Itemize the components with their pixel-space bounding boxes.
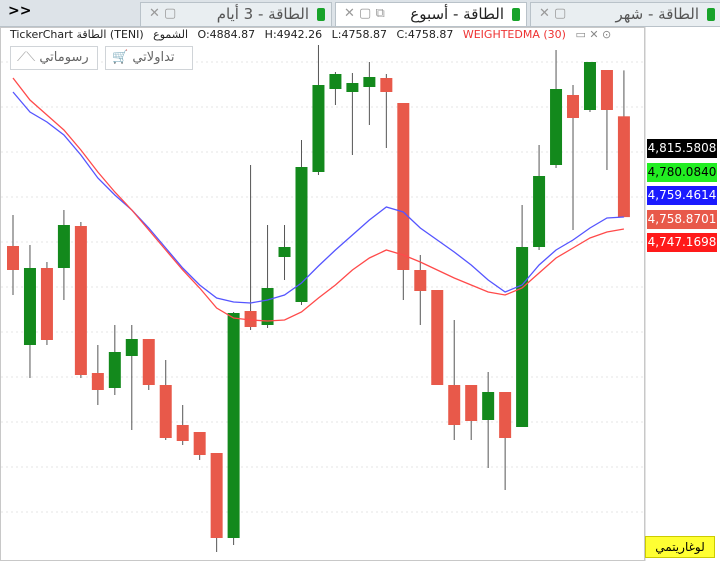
candle-body (617, 116, 630, 218)
candle-body (176, 425, 189, 441)
trades-button[interactable]: 🛒 تداولاتي (105, 46, 193, 70)
tab-icons[interactable]: ✕ ▢ (539, 6, 567, 21)
candle-body (108, 352, 121, 388)
tab[interactable]: الطاقة - أسبوع ✕ ▢ ⧉ (335, 2, 527, 26)
indicator: WEIGHTEDMA (30) (462, 28, 566, 41)
candle-body (448, 385, 461, 425)
candle-body (363, 77, 376, 87)
log-button[interactable]: لوغاريتمي (645, 536, 715, 558)
label: تداولاتي (132, 50, 175, 65)
price-label: 4,747.1698 (647, 233, 717, 252)
chart-style: الشموع (153, 28, 188, 41)
candle-body (193, 432, 206, 455)
close: C:4758.87 (396, 28, 454, 41)
drawings-button[interactable]: ⟋⟍ رسوماتي (10, 46, 98, 70)
tab-label: الطاقة - شهر (615, 5, 699, 23)
candle-body (312, 85, 325, 172)
candle-body (142, 339, 155, 385)
price-label: 4,815.5808 (647, 139, 717, 158)
tab-icons[interactable]: ✕ ▢ (149, 6, 177, 21)
price-label: 4,758.8701 (647, 209, 717, 229)
candle-body (516, 247, 529, 427)
nav-arrows[interactable]: >> (8, 3, 32, 19)
label: رسوماتي (39, 50, 89, 65)
candle-body (244, 311, 257, 327)
candle-body (125, 339, 138, 356)
tab-label: الطاقة - أسبوع (410, 5, 504, 23)
tab-bar: >> الطاقة - 3 أيام ✕ ▢ الطاقة - أسبوع ✕ ▢ ⧉… (0, 0, 720, 27)
candle-body (261, 288, 274, 325)
tab-icons[interactable]: ✕ ▢ ⧉ (344, 6, 385, 21)
candle-body (431, 290, 444, 385)
price-label: 4,759.4614 (647, 186, 717, 205)
candle-body (600, 70, 613, 110)
tab-label: الطاقة - 3 أيام (216, 5, 309, 23)
candle-body (499, 392, 512, 438)
candle-body (91, 373, 104, 390)
candle-body (57, 225, 70, 268)
candle-body (380, 78, 393, 92)
indicator-line (12, 91, 624, 304)
candle-body (465, 385, 478, 421)
candle-body (533, 176, 546, 247)
candle-body (7, 246, 19, 270)
tab[interactable]: الطاقة - 3 أيام ✕ ▢ (140, 2, 332, 26)
candle-body (40, 268, 53, 340)
tab[interactable]: الطاقة - شهر ✕ ▢ (530, 2, 720, 26)
symbol: TickerChart الطاقة (TENI) (10, 28, 144, 41)
candle-body (159, 385, 172, 438)
candle-body (567, 95, 580, 118)
candle-body (414, 270, 427, 291)
candle-body (329, 74, 342, 89)
candle-body (346, 83, 359, 92)
candle-body (397, 103, 410, 270)
info-row: TickerChart الطاقة (TENI) الشموع O:4884.… (10, 28, 617, 41)
candle-body (295, 167, 308, 302)
high: H:4942.26 (264, 28, 323, 41)
candle-body (550, 89, 563, 165)
open: O:4884.87 (197, 28, 256, 41)
candle-body (278, 247, 291, 257)
candle-body (583, 62, 596, 110)
candle-body (227, 313, 240, 538)
candle-body (210, 453, 223, 538)
candle-body (482, 392, 495, 420)
indicator-icons[interactable]: ▭ ✕ ⊙ (575, 28, 612, 41)
candle-body (74, 226, 87, 375)
price-label: 4,780.0840 (647, 162, 717, 182)
indicator-line (12, 77, 625, 322)
low: L:4758.87 (331, 28, 387, 41)
candle-body (23, 268, 36, 345)
